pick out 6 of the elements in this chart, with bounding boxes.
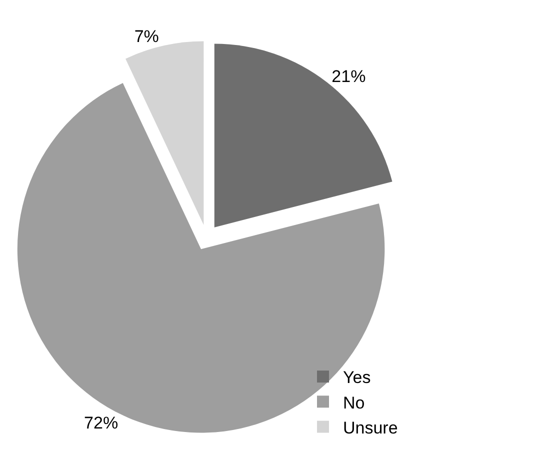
data-label: 72%: [84, 414, 118, 433]
data-label: 7%: [134, 27, 159, 46]
legend-label: Unsure: [343, 418, 398, 438]
legend-label: Yes: [343, 368, 371, 388]
legend-label: No: [343, 393, 365, 412]
data-label: 21%: [332, 66, 366, 86]
